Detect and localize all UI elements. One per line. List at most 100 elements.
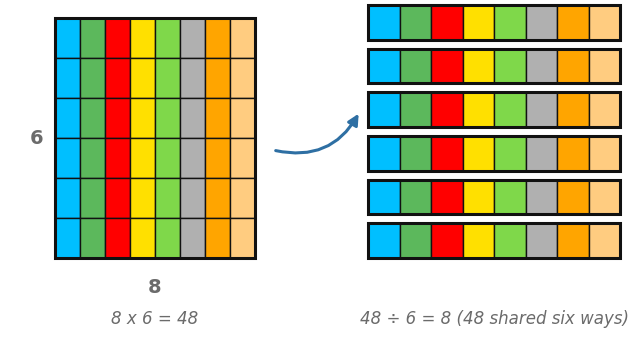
Bar [494,92,526,127]
Text: 8 x 6 = 48: 8 x 6 = 48 [112,310,198,328]
Bar [205,98,230,138]
Bar [130,98,155,138]
Bar [105,178,130,218]
Bar [368,223,620,258]
Bar [526,136,557,171]
Bar [368,5,399,40]
Bar [130,178,155,218]
Bar [55,138,80,178]
Bar [431,223,462,258]
Bar [557,223,588,258]
Bar [462,223,494,258]
Bar [431,180,462,214]
Bar [399,136,431,171]
Bar [180,218,205,258]
Bar [588,136,620,171]
Bar [130,58,155,98]
Bar [494,49,526,83]
Bar [105,218,130,258]
Bar [588,49,620,83]
Bar [55,58,80,98]
Bar [557,92,588,127]
Bar [55,218,80,258]
Bar [230,18,255,58]
Bar [155,58,180,98]
Bar [130,218,155,258]
Bar [130,138,155,178]
Bar [399,223,431,258]
Bar [431,5,462,40]
Bar [55,18,80,58]
Bar [557,180,588,214]
Bar [368,92,620,127]
Bar [557,49,588,83]
Bar [230,218,255,258]
Bar [155,218,180,258]
Bar [80,58,105,98]
Bar [462,49,494,83]
Bar [205,18,230,58]
Bar [368,180,620,214]
Bar [180,138,205,178]
Bar [494,223,526,258]
Bar [80,18,105,58]
Bar [588,223,620,258]
Bar [588,180,620,214]
Bar [130,18,155,58]
Bar [205,58,230,98]
Bar [494,136,526,171]
Bar [80,138,105,178]
Bar [155,178,180,218]
Bar [431,136,462,171]
Bar [368,49,620,83]
Bar [230,58,255,98]
Bar [431,92,462,127]
Bar [526,5,557,40]
Bar [80,178,105,218]
Bar [462,92,494,127]
Bar [80,218,105,258]
Bar [105,98,130,138]
Text: 48 ÷ 6 = 8 (48 shared six ways): 48 ÷ 6 = 8 (48 shared six ways) [359,310,628,328]
Bar [155,98,180,138]
Bar [368,92,399,127]
Bar [105,58,130,98]
Bar [368,49,399,83]
Bar [368,136,399,171]
Bar [494,180,526,214]
Bar [55,178,80,218]
Bar [368,136,620,171]
Bar [399,92,431,127]
Bar [526,49,557,83]
Bar [368,223,399,258]
Bar [494,5,526,40]
Bar [180,18,205,58]
Bar [399,180,431,214]
Bar [55,18,255,258]
Bar [526,92,557,127]
Bar [80,98,105,138]
Bar [205,138,230,178]
Bar [155,18,180,58]
Bar [557,5,588,40]
Bar [368,5,620,40]
Bar [105,18,130,58]
Bar [526,180,557,214]
Bar [368,180,399,214]
Bar [462,5,494,40]
Bar [399,5,431,40]
Bar [180,98,205,138]
Bar [526,223,557,258]
Bar [230,138,255,178]
Bar [588,5,620,40]
Text: 8: 8 [148,278,162,297]
Bar [557,136,588,171]
Bar [230,178,255,218]
Bar [180,58,205,98]
Bar [55,98,80,138]
Bar [155,138,180,178]
Bar [205,218,230,258]
Bar [462,180,494,214]
Text: 6: 6 [29,128,43,148]
Bar [230,98,255,138]
